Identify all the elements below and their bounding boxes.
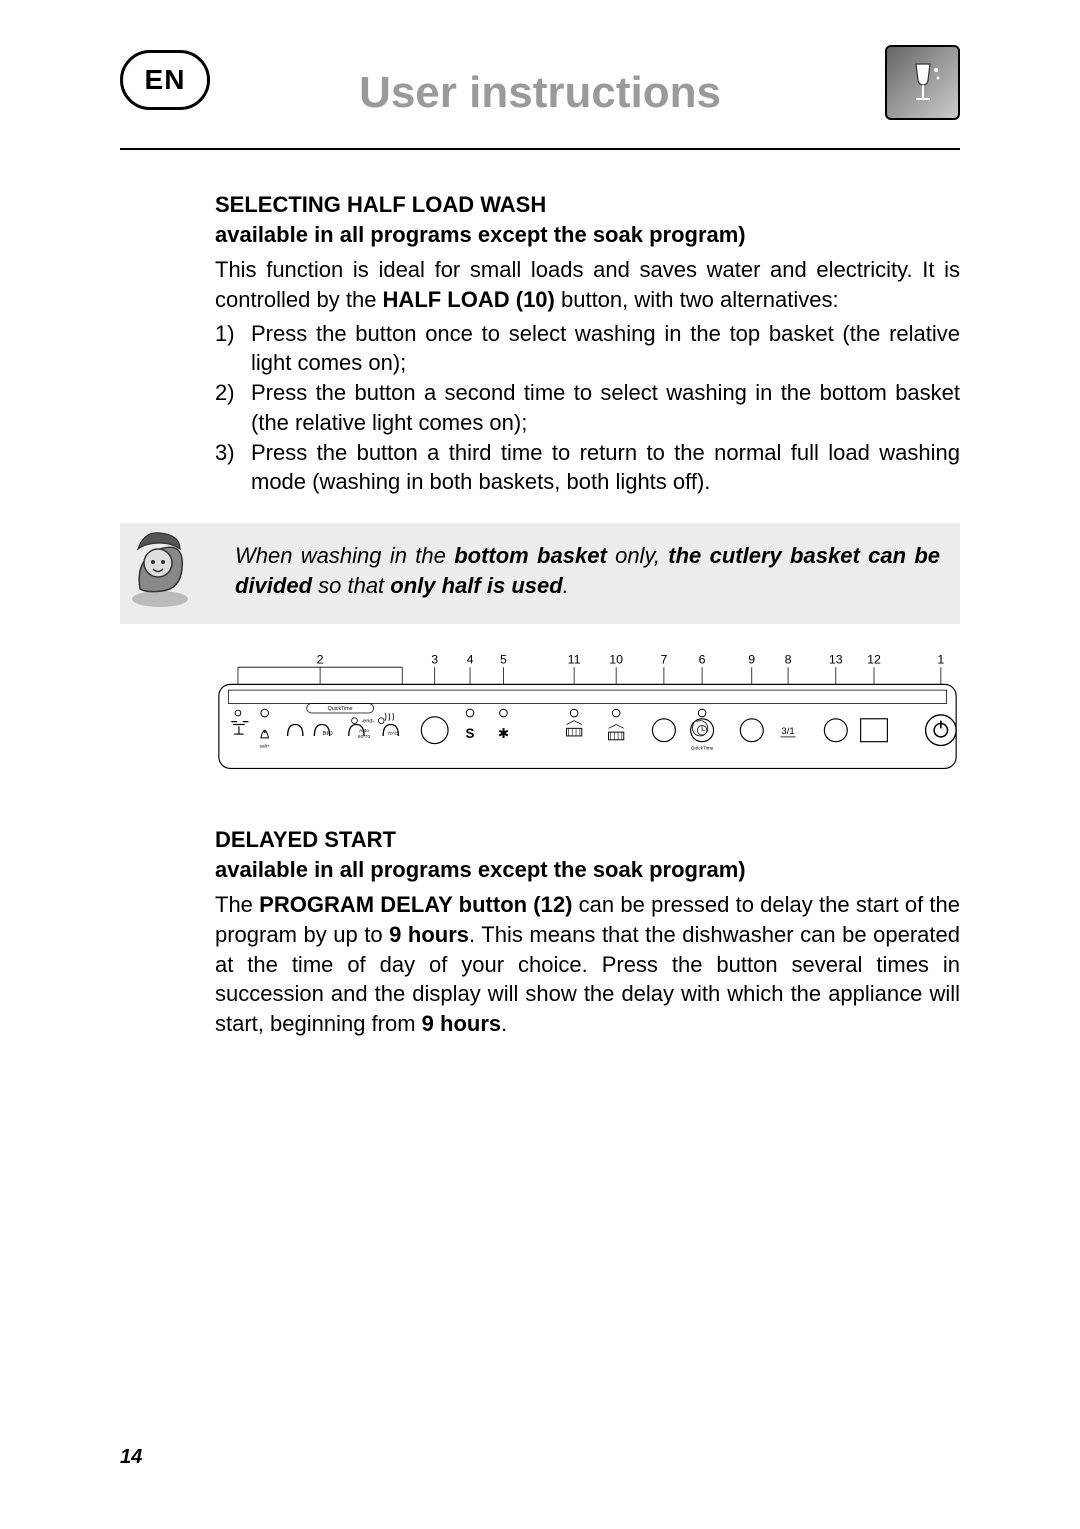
list-text: Press the button a second time to select… [251, 378, 960, 437]
text-bold: 9 hours [389, 922, 469, 947]
svg-text:5: 5 [500, 653, 507, 667]
list-number: 3) [215, 438, 251, 497]
svg-text:12: 12 [867, 653, 881, 667]
svg-text:3: 3 [431, 653, 438, 667]
heading-line-1: SELECTING HALF LOAD WASH [215, 192, 546, 217]
section-heading: DELAYED START available in all programs … [215, 825, 960, 884]
page-title: User instructions [120, 68, 960, 118]
section1-list: 1)Press the button once to select washin… [215, 319, 960, 497]
svg-text:salt+: salt+ [260, 744, 270, 750]
section-half-load: SELECTING HALF LOAD WASH available in al… [215, 190, 960, 497]
heading-line-1: DELAYED START [215, 827, 396, 852]
text: Press the button [251, 321, 425, 346]
text-bold: full load [791, 440, 870, 465]
svg-text:QuickTime: QuickTime [691, 746, 714, 752]
list-text: Press the button once to select washing … [251, 319, 960, 378]
text: only, [607, 543, 669, 568]
tip-block: When washing in the bottom basket only, … [120, 523, 960, 624]
svg-text:Auto: Auto [359, 728, 369, 734]
page: EN User instructions SELECTING HALF LOAD… [0, 0, 1080, 1529]
tip-box: When washing in the bottom basket only, … [120, 523, 960, 624]
list-text: Press the button a third time to return … [251, 438, 960, 497]
svg-text:S: S [466, 726, 475, 741]
text: to select washing in the [565, 380, 819, 405]
heading-line-2: available in all programs except the soa… [215, 222, 746, 247]
text-bold: PROGRAM DELAY button (12) [259, 892, 572, 917]
list-number: 2) [215, 378, 251, 437]
text-bold: bottom basket [820, 380, 960, 405]
text: (the relative light comes on); [251, 410, 527, 435]
text: so that [312, 573, 390, 598]
svg-text:13: 13 [829, 653, 843, 667]
svg-text:✱: ✱ [498, 726, 509, 741]
svg-text:70°C: 70°C [387, 731, 398, 737]
text-bold: top basket [730, 321, 834, 346]
panel-svg: 2 3 4 5 11 10 7 6 9 8 13 12 1 salt+ QuickTime -end- BIO A… [215, 650, 960, 784]
svg-text:-end-: -end- [361, 719, 374, 725]
text-bold: third time [449, 440, 543, 465]
text: The [215, 892, 259, 917]
svg-text:10: 10 [609, 653, 623, 667]
svg-text:1: 1 [937, 653, 944, 667]
svg-text:8: 8 [785, 653, 792, 667]
page-body: SELECTING HALF LOAD WASH available in al… [120, 150, 960, 1039]
svg-text:7: 7 [660, 653, 667, 667]
heading-line-2: available in all programs except the soa… [215, 857, 746, 882]
text: Press the button a [251, 440, 449, 465]
text: . [563, 573, 569, 598]
text: to return to the normal [543, 440, 791, 465]
svg-text:60-70: 60-70 [358, 734, 371, 740]
list-item: 1)Press the button once to select washin… [215, 319, 960, 378]
svg-text:3/1: 3/1 [781, 726, 794, 737]
list-item: 2)Press the button a second time to sele… [215, 378, 960, 437]
svg-text:BIO: BIO [323, 731, 333, 737]
text: to select washing in the [473, 321, 730, 346]
page-header: EN User instructions [120, 40, 960, 150]
svg-text:4: 4 [467, 653, 474, 667]
page-number: 14 [120, 1446, 142, 1469]
list-item: 3)Press the button a third time to retur… [215, 438, 960, 497]
text-bold: bottom basket [454, 543, 607, 568]
text-bold: second time [445, 380, 566, 405]
svg-text:QuickTime: QuickTime [328, 706, 353, 712]
text-bold: HALF LOAD (10) [383, 287, 555, 312]
tip-character-icon [120, 529, 200, 609]
svg-text:11: 11 [568, 653, 581, 667]
section-heading: SELECTING HALF LOAD WASH available in al… [215, 190, 960, 249]
text-bold: 9 hours [422, 1011, 501, 1036]
text: Press the button a [251, 380, 445, 405]
control-panel-diagram: 2 3 4 5 11 10 7 6 9 8 13 12 1 salt+ QuickTime -end- BIO A… [215, 650, 960, 789]
text: When washing in the [235, 543, 454, 568]
tip-text: When washing in the bottom basket only, … [235, 541, 940, 600]
wine-glass-icon [885, 45, 960, 120]
svg-text:9: 9 [748, 653, 755, 667]
list-number: 1) [215, 319, 251, 378]
text: . [501, 1011, 507, 1036]
text-bold: only half is used [390, 573, 562, 598]
section1-intro: This function is ideal for small loads a… [215, 255, 960, 314]
section-delayed-start: DELAYED START available in all programs … [215, 825, 960, 1039]
svg-text:6: 6 [699, 653, 706, 667]
text-bold: once [425, 321, 473, 346]
svg-text:2: 2 [317, 653, 324, 667]
text: button, with two alternatives: [555, 287, 839, 312]
section2-text: The PROGRAM DELAY button (12) can be pre… [215, 890, 960, 1038]
